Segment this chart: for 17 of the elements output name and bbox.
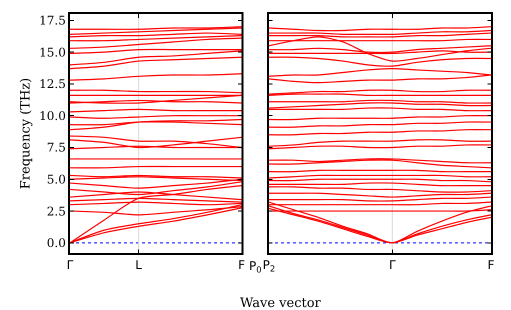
x-tick-label: F bbox=[488, 258, 495, 272]
y-tick-label: 15.0 bbox=[39, 45, 66, 60]
x-axis-title: Wave vector bbox=[240, 296, 322, 310]
y-tick-label: 0.0 bbox=[46, 236, 66, 250]
y-tick-label: 17.5 bbox=[39, 14, 66, 28]
y-tick-label: 5.0 bbox=[46, 172, 66, 186]
y-tick-label: 2.5 bbox=[46, 204, 66, 218]
y-tick-label: 12.5 bbox=[39, 77, 66, 92]
x-tick-label: Γ bbox=[66, 258, 74, 272]
text: P$_{0}$ bbox=[249, 259, 262, 275]
y-tick-label: 7.5 bbox=[46, 140, 66, 155]
y-axis-title: Frequency (THz) bbox=[18, 78, 34, 190]
x-tick-label: L bbox=[135, 258, 142, 272]
x-tick-label: F bbox=[238, 258, 246, 272]
y-tick-label: 10.0 bbox=[39, 108, 66, 123]
x-tick-label: Γ bbox=[388, 258, 396, 272]
x-tick-label: P$_{2}$ bbox=[262, 258, 276, 274]
